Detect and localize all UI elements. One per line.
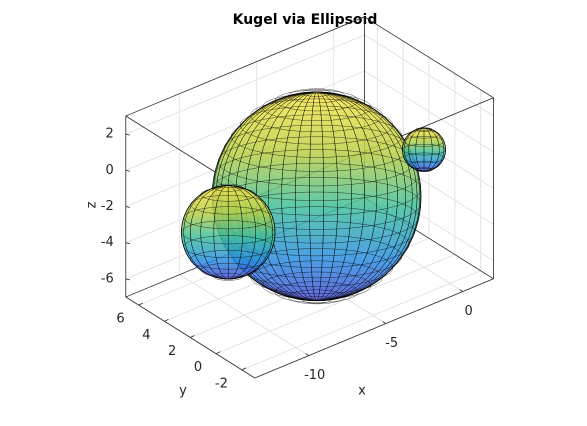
grid-line (364, 70, 494, 153)
sphere (401, 127, 446, 172)
z-tick (125, 242, 130, 245)
grid-line (364, 34, 494, 117)
sphere-mesh (408, 130, 440, 139)
sphere-mesh (403, 152, 445, 164)
y-tick-label: 6 (116, 312, 124, 327)
axis-box-edge (254, 278, 494, 379)
sphere-mesh (408, 160, 440, 169)
grid-line (215, 254, 455, 355)
sphere-mesh (181, 220, 276, 245)
sphere-mesh (200, 262, 256, 278)
sphere-mesh (183, 206, 273, 230)
z-tick-label: -2 (101, 199, 114, 214)
x-tick (459, 289, 463, 292)
z-tick (125, 278, 130, 281)
z-tick (125, 169, 130, 172)
x-tick (305, 353, 309, 356)
grid-line (125, 34, 365, 135)
x-axis-label: x (358, 384, 366, 399)
sphere-mesh (214, 149, 420, 201)
sphere-mesh (200, 187, 256, 202)
y-tick (190, 335, 195, 338)
y-tick-label: 0 (194, 360, 202, 375)
z-tick-label: 0 (106, 163, 114, 178)
sphere-mesh (402, 144, 446, 156)
z-axis-label: z (85, 201, 100, 208)
y-tick (215, 351, 221, 355)
sphere-mesh (231, 114, 403, 158)
sphere-mesh (240, 105, 394, 145)
sphere-mesh (250, 260, 383, 295)
sphere-mesh (403, 136, 445, 147)
z-tick-label: 2 (106, 127, 114, 142)
x-tick-label: -10 (304, 368, 325, 383)
y-axis-label: y (179, 384, 187, 399)
y-tick-label: 4 (142, 328, 150, 343)
sphere-mesh (190, 195, 267, 215)
z-tick-label: -6 (101, 271, 114, 286)
y-tick-label: -2 (215, 376, 228, 391)
axis-box-edge (364, 16, 494, 99)
grid-line (241, 270, 481, 371)
z-tick-label: -4 (101, 235, 114, 250)
sphere-mesh (183, 235, 273, 259)
y-tick (138, 302, 143, 306)
sphere (181, 183, 276, 281)
sphere-mesh (190, 250, 267, 270)
z-tick (125, 133, 130, 136)
x-tick-label: 0 (465, 304, 473, 319)
y-tick-label: 2 (168, 344, 176, 359)
sphere-mesh (183, 185, 273, 280)
y-tick (164, 318, 169, 322)
chart-title: Kugel via Ellipsoid (233, 12, 378, 28)
y-tick (241, 367, 247, 371)
axis-box-edge (125, 16, 365, 117)
x-tick-label: -5 (385, 336, 398, 351)
x-tick (382, 321, 386, 324)
sphere-mesh (403, 127, 445, 172)
z-tick (125, 206, 130, 208)
